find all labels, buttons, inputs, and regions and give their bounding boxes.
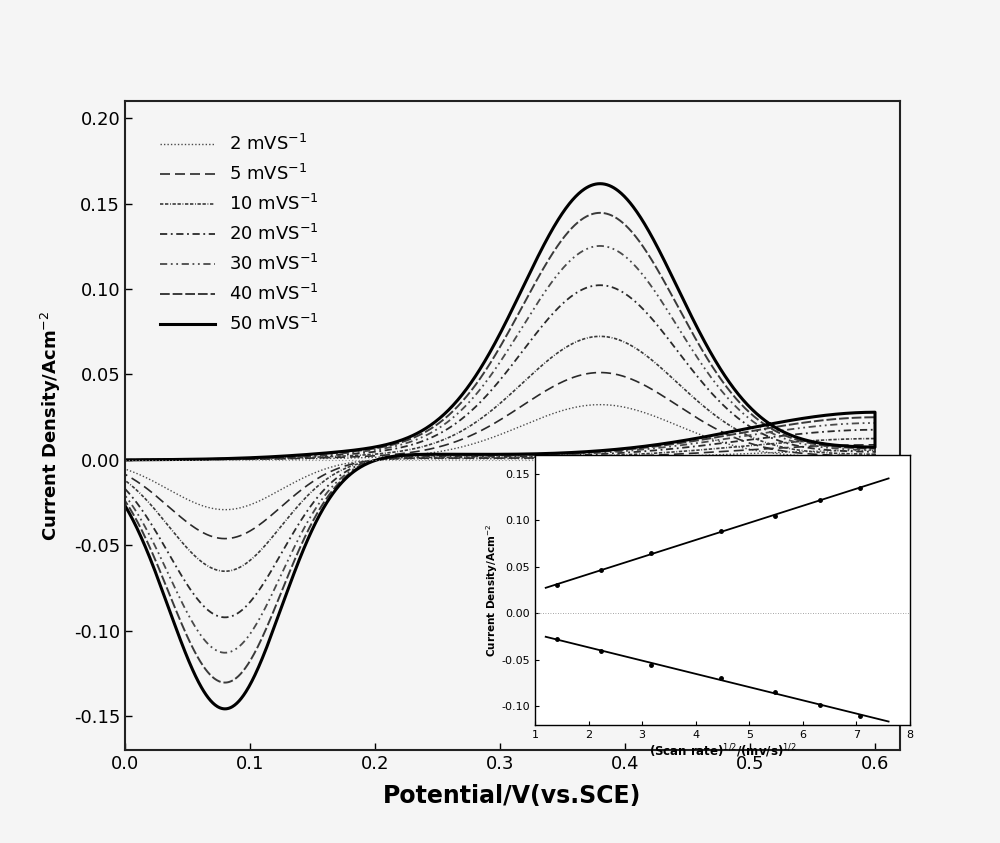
- Y-axis label: Current Density/Acm$^{-2}$: Current Density/Acm$^{-2}$: [39, 310, 63, 541]
- Legend: 2 mVS$^{-1}$, 5 mVS$^{-1}$, 10 mVS$^{-1}$, 20 mVS$^{-1}$, 30 mVS$^{-1}$, 40 mVS$: 2 mVS$^{-1}$, 5 mVS$^{-1}$, 10 mVS$^{-1}…: [150, 123, 329, 345]
- X-axis label: Potential/V(vs.SCE): Potential/V(vs.SCE): [383, 784, 642, 808]
- Y-axis label: Current Density/Acm$^{-2}$: Current Density/Acm$^{-2}$: [484, 524, 500, 657]
- X-axis label: (Scan rate)$^{1/2}$/(mv/s)$^{1/2}$: (Scan rate)$^{1/2}$/(mv/s)$^{1/2}$: [649, 743, 796, 760]
